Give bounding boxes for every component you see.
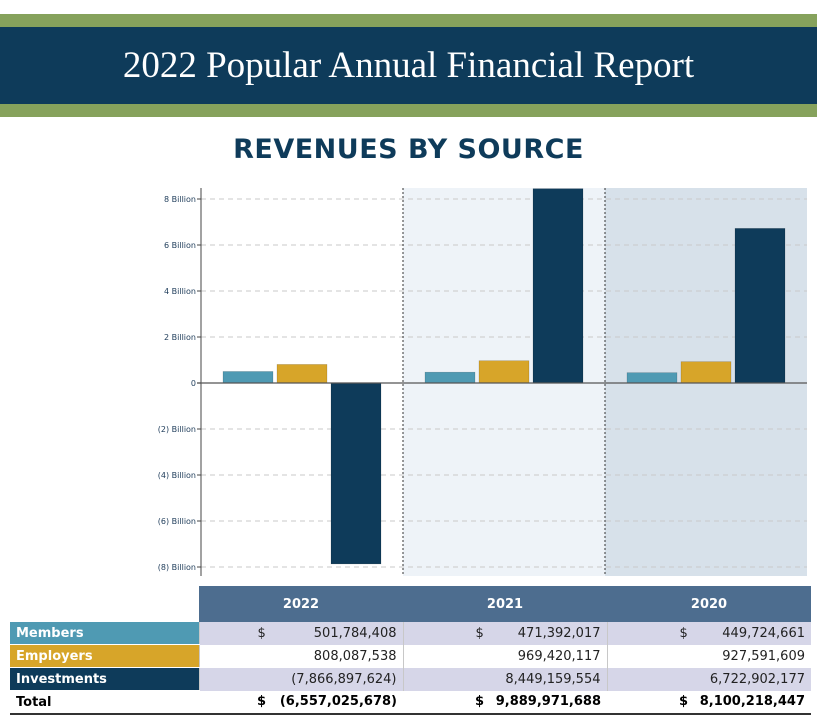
bar-members-2020: [626, 372, 678, 384]
year-header-2020: 2020: [607, 586, 811, 622]
y-tick-label: 4 Billion: [164, 287, 196, 296]
members-2022-cell: $501,784,408: [198, 622, 403, 645]
row-label-employers: Employers: [10, 644, 199, 668]
revenue-table: 2022 2021 2020 Members $501,784,408 $471…: [10, 586, 811, 715]
y-tick-label: (8) Billion: [158, 563, 196, 572]
dollar-sign: $: [257, 694, 267, 710]
total-2020-value: 8,100,218,447: [699, 694, 805, 710]
table-header-row: 2022 2021 2020: [10, 586, 811, 622]
bar-employers-2020: [680, 361, 732, 384]
y-tick-label: 8 Billion: [164, 195, 196, 204]
bar-employers-2022: [276, 364, 328, 384]
investments-2020-value: 6,722,902,177: [709, 671, 805, 687]
dollar-sign: $: [679, 625, 688, 641]
members-2022-value: 501,784,408: [313, 625, 397, 641]
chart-axes: [197, 188, 807, 576]
employers-2020-cell: 927,591,609: [606, 644, 811, 668]
bar-investments-2020: [734, 228, 786, 384]
year-header-2022: 2022: [199, 586, 403, 622]
bar-members-2021: [424, 371, 476, 384]
table-corner: [10, 586, 199, 622]
members-2021-value: 471,392,017: [517, 625, 601, 641]
bar-investments-2022: [330, 382, 382, 565]
members-2020-value: 449,724,661: [722, 625, 805, 641]
investments-2022-cell: (7,866,897,624): [198, 667, 403, 691]
table-row-employers: Employers 808,087,538 969,420,117 927,59…: [10, 644, 811, 668]
investments-2021-value: 8,449,159,554: [505, 671, 601, 687]
investments-2022-value: (7,866,897,624): [291, 671, 397, 687]
employers-2022-cell: 808,087,538: [198, 644, 403, 668]
employers-2020-value: 927,591,609: [722, 648, 805, 664]
dollar-sign: $: [257, 625, 266, 641]
y-tick-label: 2 Billion: [164, 333, 196, 342]
table-row-investments: Investments (7,866,897,624) 8,449,159,55…: [10, 667, 811, 691]
revenue-bar-chart: 8 Billion 6 Billion 4 Billion 2 Billion 0 (2)…: [158, 188, 807, 576]
investments-2021-cell: 8,449,159,554: [402, 667, 607, 691]
table-row-members: Members $501,784,408 $471,392,017 $449,7…: [10, 622, 811, 645]
row-label-members: Members: [10, 622, 199, 645]
y-tick-labels: 8 Billion 6 Billion 4 Billion 2 Billion 0 (2)…: [158, 195, 201, 572]
chart-bars: [222, 188, 786, 565]
bar-investments-2021: [532, 188, 584, 384]
total-2021-value: 9,889,971,688: [495, 694, 601, 710]
header-stripe-top: [0, 14, 817, 27]
bar-employers-2021: [478, 360, 530, 384]
y-tick-label: 6 Billion: [164, 241, 196, 250]
chart-gridlines: [201, 188, 807, 576]
dollar-sign: $: [475, 694, 485, 710]
header-band: [0, 27, 817, 104]
chart-title: REVENUES BY SOURCE: [233, 134, 584, 165]
y-tick-label: (6) Billion: [158, 517, 196, 526]
total-2020-cell: $8,100,218,447: [607, 690, 811, 715]
total-2022-value: (6,557,025,678): [279, 694, 397, 710]
dollar-sign: $: [475, 625, 484, 641]
total-2022-cell: $ (6,557,025,678): [199, 690, 403, 715]
year-header-2021: 2021: [403, 586, 607, 622]
employers-2021-cell: 969,420,117: [402, 644, 607, 668]
bar-members-2022: [222, 371, 274, 384]
y-tick-label: (2) Billion: [158, 425, 196, 434]
y-tick-label: 0: [191, 379, 196, 388]
row-label-investments: Investments: [10, 667, 199, 691]
table-row-total: Total $ (6,557,025,678) $9,889,971,688 $8…: [10, 690, 811, 715]
employers-2021-value: 969,420,117: [517, 648, 601, 664]
employers-2022-value: 808,087,538: [313, 648, 397, 664]
header-stripe-bottom: [0, 104, 817, 117]
y-tick-label: (4) Billion: [158, 471, 196, 480]
investments-2020-cell: 6,722,902,177: [606, 667, 811, 691]
page-title: 2022 Popular Annual Financial Report: [122, 45, 695, 86]
dollar-sign: $: [679, 694, 689, 710]
row-label-total: Total: [10, 690, 199, 715]
members-2021-cell: $471,392,017: [402, 622, 607, 645]
total-2021-cell: $9,889,971,688: [403, 690, 607, 715]
members-2020-cell: $449,724,661: [606, 622, 811, 645]
